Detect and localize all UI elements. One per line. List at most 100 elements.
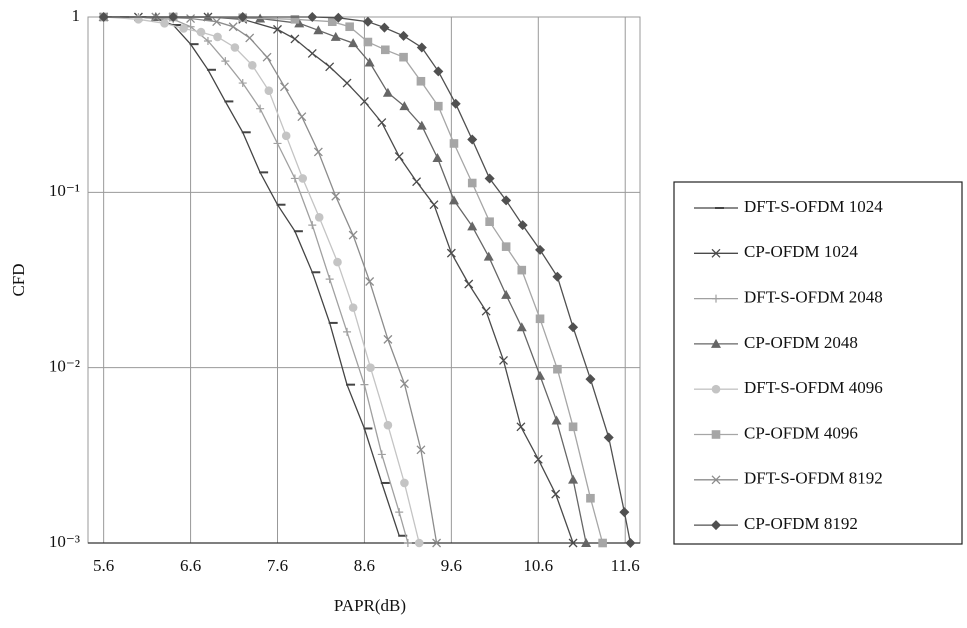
marker [414,538,424,548]
marker [501,289,512,299]
marker [619,507,630,518]
x-tick-label: 9.6 [441,556,462,575]
legend-label: DFT-S-OFDM 8192 [744,469,883,488]
marker [499,355,508,365]
marker [281,131,291,141]
marker [382,87,393,97]
marker [483,251,494,261]
y-tick-label: 10⁻² [49,357,80,376]
marker [366,363,375,372]
marker [238,79,247,88]
marker [464,279,474,289]
marker [535,244,546,255]
marker [379,22,390,33]
marker [213,32,222,42]
y-tick-label: 10⁻³ [49,532,80,551]
x-tick-label: 6.6 [180,556,201,575]
marker [395,508,404,517]
marker [449,139,459,148]
marker [625,538,636,548]
marker [196,27,206,37]
marker [416,42,427,53]
marker [134,15,143,24]
marker [399,379,409,389]
marker [481,306,491,316]
marker [212,17,222,27]
marker [179,24,188,33]
x-tick-label: 10.6 [523,556,553,575]
marker [394,152,404,162]
marker [551,415,562,425]
legend-label: CP-OFDM 1024 [744,242,858,261]
marker [535,370,546,380]
x-tick-label: 11.6 [611,556,640,575]
series-line [103,16,587,544]
marker [325,275,334,284]
marker [586,493,595,503]
marker [327,17,337,27]
marker [273,24,282,34]
marker [363,37,373,47]
marker [360,380,369,389]
x-axis-label: PAPR(dB) [334,596,406,615]
marker [348,38,359,48]
marker [581,538,592,547]
marker [450,98,461,109]
marker [298,174,308,183]
marker [711,430,721,439]
marker [308,221,317,230]
y-tick-label: 1 [72,6,81,25]
marker [348,303,358,312]
marker [307,12,318,22]
marker [98,12,109,22]
marker [264,86,274,95]
legend-label: CP-OFDM 8192 [744,514,858,533]
marker [568,322,579,333]
marker [383,420,393,430]
marker [416,445,426,455]
marker [516,422,526,432]
marker [432,152,443,162]
marker [333,257,342,267]
marker [711,520,721,531]
marker [552,271,563,282]
marker [416,76,426,86]
marker [256,104,265,113]
marker [517,220,528,231]
marker [262,52,272,62]
marker [362,16,373,27]
marker [467,221,478,231]
marker [433,66,444,77]
marker [237,12,248,22]
marker [280,82,289,92]
marker [342,78,352,88]
marker [307,48,317,58]
marker [273,139,282,148]
marker [348,230,358,240]
marker [568,422,578,432]
marker [290,15,300,24]
marker [228,22,238,32]
marker [314,213,324,222]
marker [568,538,578,548]
marker [230,43,240,52]
marker [434,101,443,111]
y-axis-label: CFD [9,263,28,296]
marker [325,62,335,72]
marker [568,474,579,484]
marker [399,101,410,111]
marker [399,52,408,62]
marker [711,338,721,348]
marker [345,22,354,32]
marker [484,173,495,184]
marker [467,178,477,188]
marker [365,277,375,286]
marker [400,478,409,488]
series-line [103,16,632,544]
marker [429,200,439,210]
marker [485,217,494,227]
marker [364,57,375,67]
legend-label: CP-OFDM 4096 [744,423,858,442]
marker [313,25,324,35]
